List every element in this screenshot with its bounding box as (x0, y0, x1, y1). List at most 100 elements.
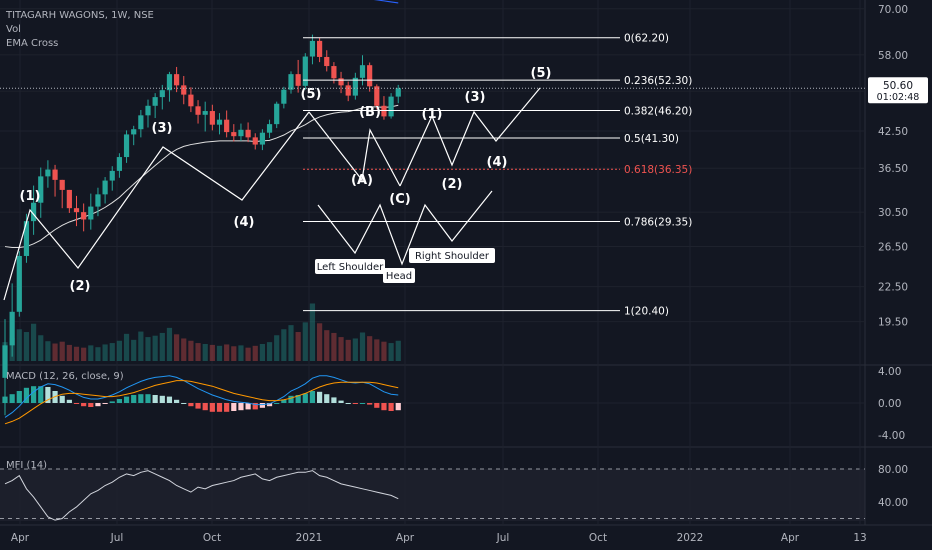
mfi-tick-label: 40.00 (878, 497, 908, 509)
macd-histogram-bar (281, 399, 287, 403)
volume-bar (345, 339, 351, 361)
time-tick-label: Apr (396, 532, 415, 544)
last-price-value: 50.60 (883, 80, 913, 92)
macd-histogram-bar (188, 403, 194, 407)
volume-bar (388, 343, 394, 361)
price-tick-label: 36.50 (878, 163, 908, 175)
macd-histogram-bar (181, 403, 187, 404)
mfi-title[interactable]: MFI (14) (6, 460, 48, 471)
candle-body (181, 85, 187, 95)
volume-legend[interactable]: Vol (6, 24, 21, 35)
countdown: 01:02:48 (877, 92, 920, 103)
candle-body (73, 208, 80, 213)
candle-body (274, 103, 280, 125)
ema-legend[interactable]: EMA Cross (6, 38, 59, 49)
macd-histogram-bar (166, 396, 173, 403)
macd-histogram-bar (302, 393, 308, 403)
macd-histogram-bar (81, 403, 87, 407)
macd-title[interactable]: MACD (12, 26, close, 9) (6, 371, 124, 382)
macd-histogram-bar (231, 403, 237, 411)
volume-bar (352, 338, 358, 361)
volume-bar (252, 345, 258, 361)
volume-bar (338, 337, 344, 361)
symbol-legend[interactable]: TITAGARH WAGONS, 1W, NSE (6, 10, 154, 21)
candle-body (331, 66, 337, 79)
candle-body (116, 157, 122, 171)
candle-body (381, 105, 387, 117)
fib-level-label: 0(62.20) (624, 33, 669, 45)
volume-bar (102, 344, 108, 361)
volume-bar (324, 330, 330, 361)
candle-body (145, 105, 151, 116)
wave-label: (3) (465, 90, 486, 105)
macd-histogram-bar (259, 403, 265, 408)
macd-histogram-bar (23, 387, 30, 403)
volume-bar (88, 345, 94, 361)
wave-label: (2) (442, 177, 463, 192)
candle-body (95, 194, 101, 207)
volume-bar (66, 344, 72, 361)
volume-bar (95, 347, 101, 361)
macd-histogram-bar (116, 399, 122, 403)
time-tick-label: Jul (110, 532, 124, 544)
candle-body (59, 179, 65, 190)
candle-body (188, 94, 194, 107)
mfi-band-fill (0, 469, 865, 521)
pattern-label: Head (386, 271, 412, 282)
candle-body (359, 65, 366, 78)
macd-histogram-bar (388, 403, 394, 411)
fib-level-label: 1(20.40) (624, 306, 669, 318)
volume-bar (288, 325, 294, 361)
pattern-label-box (409, 248, 495, 263)
wave-label: (4) (487, 155, 508, 170)
macd-histogram-bar (123, 396, 130, 403)
candle-body (174, 74, 180, 86)
volume-bar (166, 327, 173, 361)
volume-bar (202, 343, 208, 361)
volume-bar (274, 335, 280, 361)
macd-tick-label: 4.00 (878, 366, 901, 378)
macd-histogram-bar (295, 395, 301, 403)
macd-histogram-bar (38, 386, 44, 403)
impulse-wave-path (3, 111, 310, 301)
candle-body (131, 129, 137, 135)
pattern-label-box (383, 268, 415, 283)
candle-body (295, 74, 301, 86)
last-price-tag (868, 77, 928, 104)
macd-histogram-bar (338, 400, 344, 403)
wave-label: (5) (301, 87, 322, 102)
volume-bar (131, 339, 137, 361)
volume-bar (174, 334, 180, 361)
macd-histogram-bar (174, 399, 180, 403)
candle-body (388, 96, 394, 117)
volume-bar (31, 323, 37, 361)
candle-body (88, 206, 94, 220)
fib-level-label: 0.236(52.30) (624, 75, 692, 87)
volume-bar (245, 347, 251, 361)
macd-histogram-bar (102, 403, 108, 404)
fib-level-label: 0.786(29.35) (624, 217, 692, 229)
macd-histogram-bar (359, 403, 366, 404)
price-tick-label: 26.50 (878, 242, 908, 254)
price-tick-label: 70.00 (878, 4, 908, 16)
time-tick-label: Jul (496, 532, 510, 544)
macd-histogram-bar (352, 403, 358, 404)
candle-body (216, 119, 223, 125)
candle-body (81, 212, 87, 220)
volume-bar (395, 340, 401, 361)
volume-bar (359, 332, 366, 361)
volume-bar (224, 344, 230, 361)
macd-histogram-bar (238, 403, 244, 411)
macd-histogram-bar (73, 403, 80, 404)
volume-bar (195, 343, 201, 361)
volume-bar (295, 332, 301, 361)
macd-histogram-bar (88, 403, 94, 407)
volume-bar (331, 332, 337, 361)
volume-bar (374, 339, 380, 361)
macd-histogram-bar (274, 403, 280, 404)
candle-body (345, 85, 351, 96)
volume-bar (281, 329, 287, 361)
time-tick-label: 13 (853, 532, 866, 544)
